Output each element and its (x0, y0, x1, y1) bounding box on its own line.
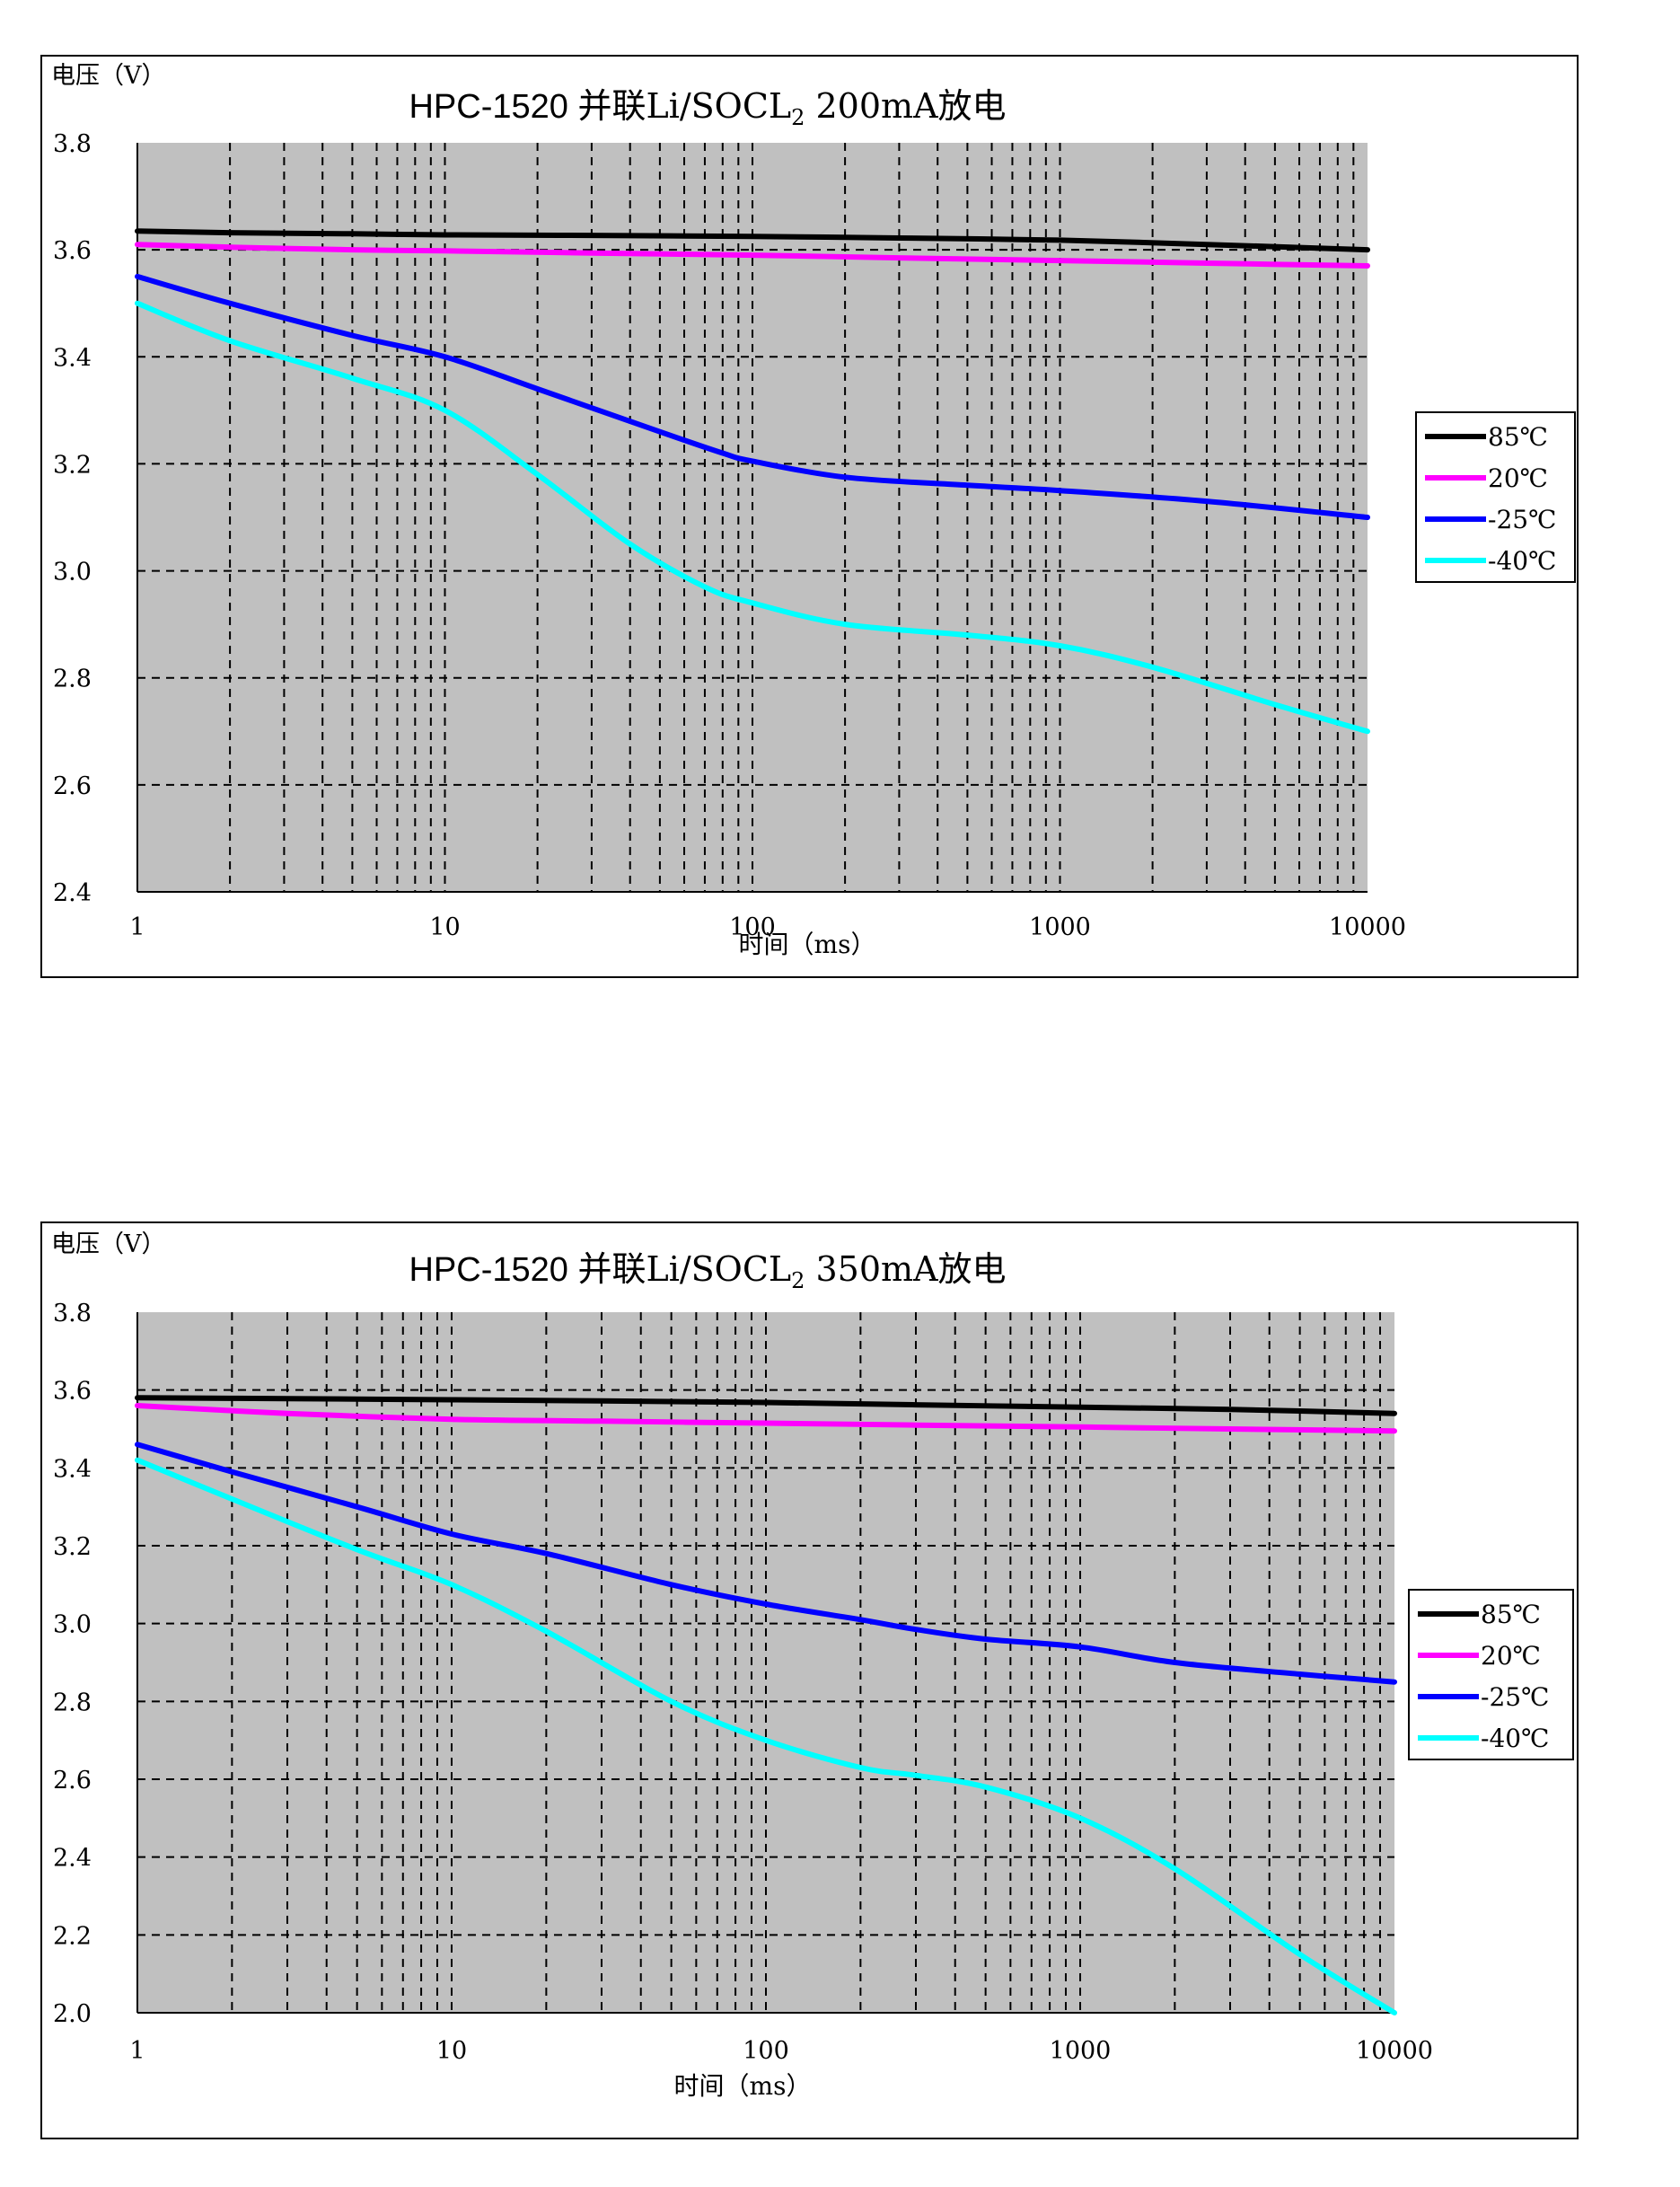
y-tick-label: 2.6 (53, 1767, 92, 1795)
y-tick-label: 2.2 (53, 1922, 92, 1950)
title-rest: 并联Li/SOCL (577, 1249, 791, 1289)
y-tick-label: 3.2 (53, 451, 92, 479)
chart-350ma: 2.0 2.2 2.4 2.6 2.8 3.0 3.2 3.4 3.6 3.8 1 10 100 1000… (40, 1221, 1579, 2139)
y-tick-label: 2.8 (53, 666, 92, 693)
series-line-0 (135, 228, 1370, 253)
y-tick-label: 3.8 (53, 130, 92, 158)
y-axis-label: 电压（V） (51, 1230, 166, 1258)
series-line-1 (135, 242, 1370, 269)
title-rest: 并联Li/SOCL (577, 86, 791, 126)
x-tick-label: 1 (129, 913, 145, 941)
y-tick-label: 2.6 (53, 772, 92, 800)
x-axis-label: 时间（ms） (739, 930, 876, 959)
x-axis-label: 时间（ms） (674, 2071, 812, 2101)
title-main: HPC-1520 (409, 88, 577, 126)
y-axis-label: 电压（V） (51, 62, 166, 90)
legend-label-0: 85℃ (1488, 422, 1548, 452)
series-line-2 (135, 1442, 1397, 1685)
legend-box (1408, 1589, 1574, 1760)
series-line-0 (135, 1395, 1397, 1416)
x-tick-label: 10 (429, 913, 460, 941)
y-tick-label: 3.6 (53, 237, 92, 265)
legend-label-0: 85℃ (1481, 1600, 1541, 1629)
y-tick-label: 3.8 (53, 1300, 92, 1327)
x-tick-label: 10000 (1356, 2037, 1433, 2065)
legend: 85℃ 20℃ -25℃ -40℃ (1415, 411, 1576, 583)
y-tick-label: 2.4 (53, 1845, 92, 1873)
y-tick-label: 2.4 (53, 879, 92, 907)
y-tick-label: 3.4 (53, 1455, 92, 1483)
chart-title: HPC-1520 并联Li/SOCL2 350mA放电 (409, 1249, 1006, 1293)
chart-200ma-svg: 2.4 2.6 2.8 3.0 3.2 3.4 3.6 3.8 1 10 100 1000 10000 电… (51, 62, 1576, 959)
legend-label-3: -40℃ (1488, 546, 1556, 576)
chart-350ma-svg: 2.0 2.2 2.4 2.6 2.8 3.0 3.2 3.4 3.6 3.8 1 10 100 1000… (51, 1230, 1574, 2101)
legend-label-2: -25℃ (1488, 505, 1556, 534)
y-tick-label: 3.0 (53, 1611, 92, 1639)
title-tail: 350mA放电 (805, 1249, 1006, 1289)
y-tick-label: 3.2 (53, 1533, 92, 1561)
y-tick-label: 3.0 (53, 559, 92, 586)
legend-label-1: 20℃ (1488, 463, 1548, 493)
grid (137, 143, 1368, 892)
legend-label-1: 20℃ (1481, 1641, 1541, 1671)
series-line-3 (135, 300, 1370, 735)
title-tail: 200mA放电 (805, 86, 1006, 126)
x-tick-label: 100 (729, 913, 776, 941)
x-tick-label: 10 (436, 2037, 467, 2065)
legend-label-2: -25℃ (1481, 1682, 1549, 1712)
title-main: HPC-1520 (409, 1251, 577, 1289)
series-line-2 (135, 273, 1370, 520)
x-tick-label: 1000 (1029, 913, 1091, 941)
x-tick-label: 100 (743, 2037, 789, 2065)
x-tick-label: 1000 (1050, 2037, 1112, 2065)
y-tick-label: 2.8 (53, 1689, 92, 1716)
x-tick-label: 10000 (1329, 913, 1406, 941)
y-tick-label: 3.4 (53, 344, 92, 372)
chart-title: HPC-1520 并联Li/SOCL2 200mA放电 (409, 86, 1006, 130)
series-line-3 (135, 1457, 1397, 2015)
y-tick-label: 2.0 (53, 2000, 92, 2028)
title-subscript: 2 (791, 1268, 805, 1293)
legend-label-3: -40℃ (1481, 1724, 1549, 1753)
title-subscript: 2 (791, 105, 805, 130)
y-tick-label: 3.6 (53, 1378, 92, 1406)
chart-200ma: 2.4 2.6 2.8 3.0 3.2 3.4 3.6 3.8 1 10 100 1000 10000 电… (40, 55, 1579, 978)
legend-box (1415, 411, 1576, 583)
series-line-1 (135, 1403, 1397, 1434)
x-tick-label: 1 (129, 2037, 145, 2065)
legend: 85℃ 20℃ -25℃ -40℃ (1408, 1589, 1574, 1760)
